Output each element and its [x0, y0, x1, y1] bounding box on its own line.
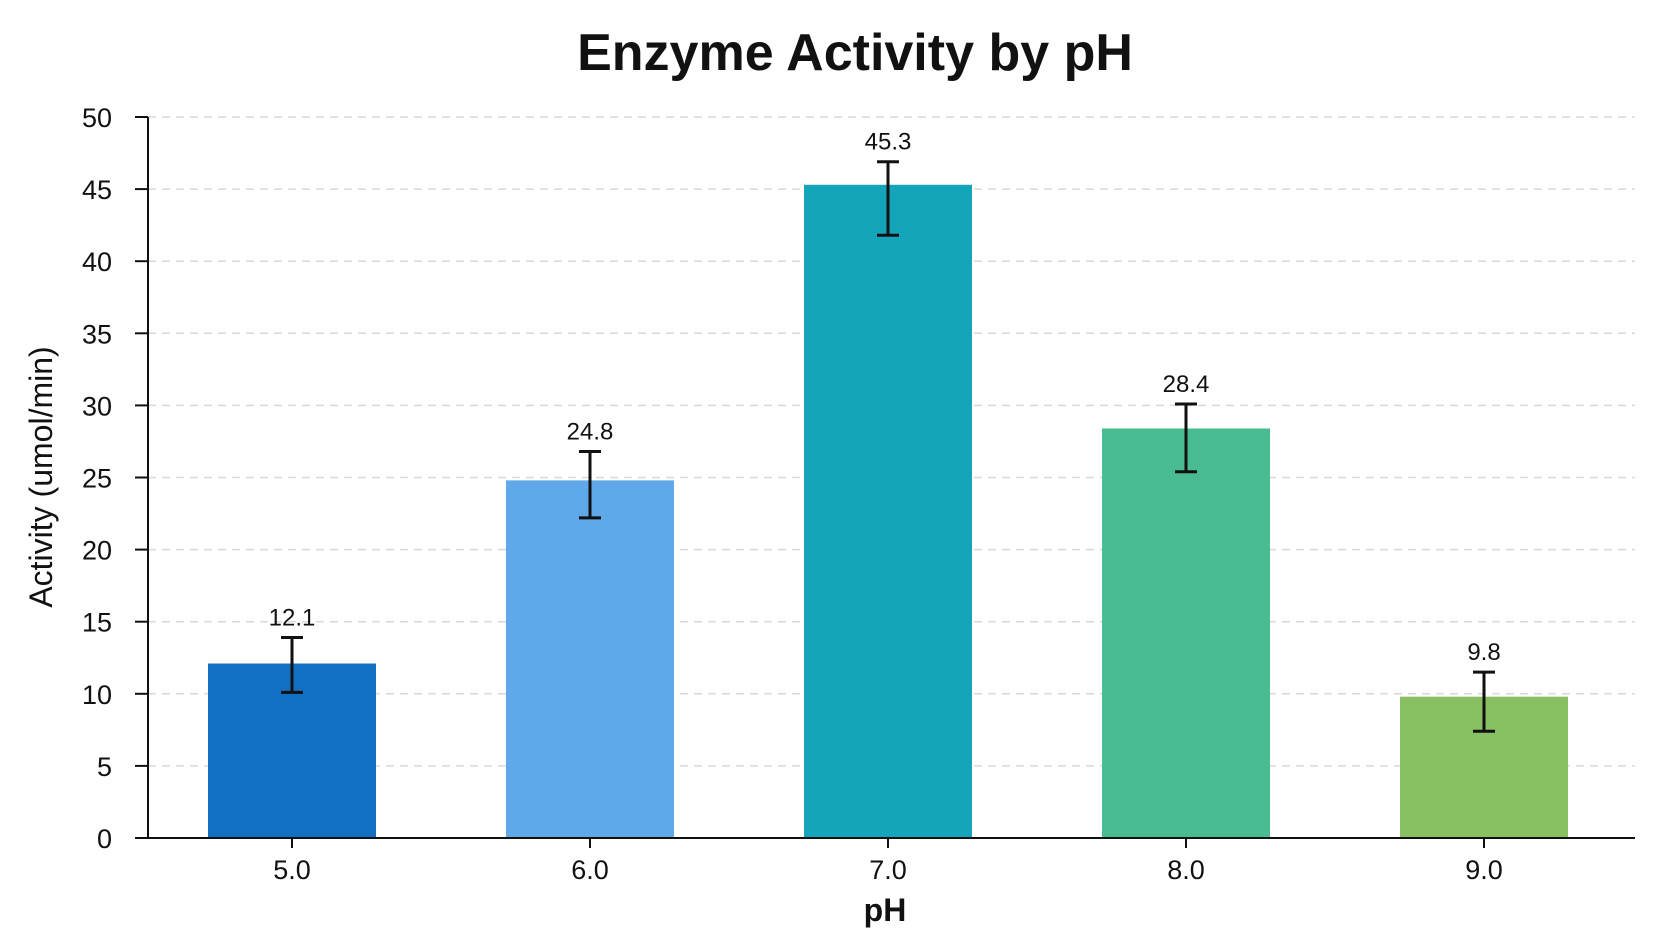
bar [1102, 428, 1270, 838]
data-label: 9.8 [1467, 639, 1500, 666]
y-tick-label: 20 [82, 536, 112, 566]
y-tick-label: 45 [82, 175, 112, 205]
y-tick-label: 35 [82, 319, 112, 349]
x-tick-label: 9.0 [1465, 855, 1503, 885]
data-labels-layer: 12.1 24.8 45.3 28.4 9.8 [269, 129, 1501, 666]
y-tick-label: 40 [82, 247, 112, 277]
y-tick-label: 0 [97, 824, 112, 854]
x-tick-label: 8.0 [1167, 855, 1205, 885]
data-label: 12.1 [269, 605, 316, 632]
x-ticks-layer: 5.0 6.0 7.0 8.0 9.0 [273, 838, 1503, 885]
y-tick-label: 25 [82, 464, 112, 494]
y-axis-label: Activity (umol/min) [23, 346, 59, 607]
data-label: 24.8 [567, 419, 614, 446]
y-tick-label: 10 [82, 680, 112, 710]
bar [506, 480, 674, 838]
data-label: 28.4 [1163, 371, 1210, 398]
y-tick-label: 5 [97, 752, 112, 782]
x-axis-label: pH [864, 892, 907, 928]
x-tick-label: 6.0 [571, 855, 609, 885]
bars-layer [208, 184, 1568, 839]
chart-title: Enzyme Activity by pH [577, 24, 1133, 82]
error-bars-layer [281, 160, 1495, 733]
y-tick-label: 50 [82, 103, 112, 133]
y-tick-label: 30 [82, 391, 112, 421]
bar [804, 184, 972, 839]
x-tick-label: 5.0 [273, 855, 311, 885]
data-label: 45.3 [865, 129, 912, 156]
y-tick-label: 15 [82, 608, 112, 638]
y-ticks-layer: 0 5 10 15 20 25 30 35 40 45 50 [82, 103, 148, 854]
x-tick-label: 7.0 [869, 855, 907, 885]
